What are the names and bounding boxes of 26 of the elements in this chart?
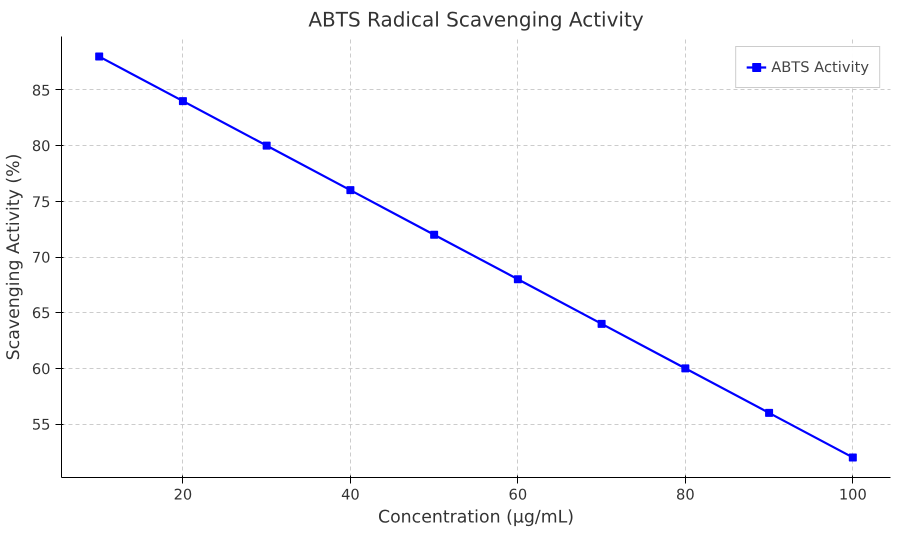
legend-label: ABTS Activity [771,58,869,76]
y-tick-label: 55 [32,416,51,434]
y-tick-label: 80 [32,138,51,156]
y-axis-title: Scavenging Activity (%) [4,154,24,360]
x-tick-label: 40 [341,486,360,504]
y-tick-label: 70 [32,250,51,266]
y-tick-label: 75 [32,194,51,211]
y-tick-label: 85 [32,82,51,100]
point [765,408,774,417]
x-tick-label: 80 [676,486,695,504]
y-tick-label: 65 [32,305,51,322]
x-tick-label: 20 [174,486,192,504]
x-axis-title: Concentration (µg/mL) [378,508,574,528]
x-tick-label: 100 [838,486,867,504]
point [178,97,187,106]
point [598,320,606,328]
point [346,186,354,194]
point [262,142,271,150]
x-tick-label: 60 [508,486,528,504]
point [848,453,857,462]
point [681,364,690,372]
y-tick-label: 60 [32,360,51,378]
point [514,275,522,284]
chart-title: ABTS Radical Scavenging Activity [308,8,644,32]
point [95,52,104,61]
point [430,230,438,239]
